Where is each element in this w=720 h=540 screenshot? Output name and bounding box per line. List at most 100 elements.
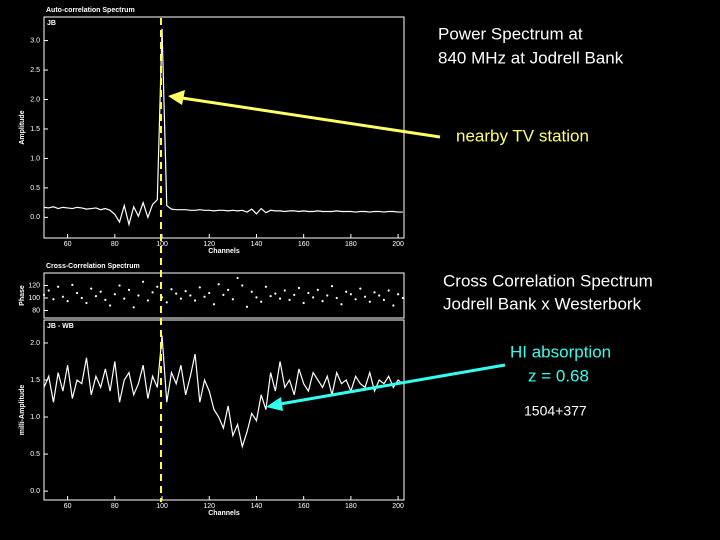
x-tick-label: 60 <box>64 241 72 248</box>
data-point <box>208 291 211 295</box>
data-point <box>330 285 334 288</box>
data-point <box>293 293 296 296</box>
data-point <box>142 280 145 283</box>
data-point <box>288 298 291 301</box>
y-tick-label: 3.0 <box>30 37 40 44</box>
data-point <box>269 295 272 298</box>
y-tick-label: 1.0 <box>30 414 40 421</box>
data-point <box>255 296 258 299</box>
data-point <box>354 298 357 301</box>
data-point <box>236 276 239 280</box>
data-point <box>345 290 348 293</box>
data-point <box>217 283 220 286</box>
arrow-head <box>266 397 283 411</box>
data-point <box>198 286 201 289</box>
data-point <box>396 293 400 296</box>
panel-label: JB <box>47 20 56 27</box>
data-point <box>71 283 74 286</box>
data-point <box>113 293 116 296</box>
y-tick-label: 80 <box>32 307 40 314</box>
data-point <box>401 296 404 300</box>
arrow <box>279 363 506 406</box>
y-tick-label: 2.0 <box>30 340 40 347</box>
x-tick-label: 160 <box>298 503 310 510</box>
data-point <box>85 301 88 305</box>
data-point <box>75 291 79 295</box>
data-point <box>184 290 187 293</box>
x-tick-label: 120 <box>203 503 215 510</box>
data-point <box>245 305 249 308</box>
data-point <box>80 296 83 300</box>
chart-title: Auto-correlation Spectrum <box>46 7 135 14</box>
annotation: Power Spectrum at <box>438 24 583 43</box>
data-point <box>42 293 46 296</box>
data-point <box>340 303 343 306</box>
plot-frame <box>43 16 405 239</box>
data-point <box>297 286 301 290</box>
panel-label: JB - WB <box>47 323 74 330</box>
data-point <box>151 291 154 294</box>
x-tick-label: 200 <box>392 241 404 248</box>
data-point <box>90 287 93 290</box>
data-point <box>222 293 225 296</box>
y-tick-label: 2.5 <box>30 67 40 74</box>
y-tick-label: 1.5 <box>30 377 40 384</box>
data-point <box>165 301 168 304</box>
data-point <box>203 295 206 298</box>
x-tick-label: 140 <box>251 241 263 248</box>
data-point <box>227 288 230 291</box>
data-point <box>260 300 263 303</box>
data-point <box>382 298 386 301</box>
data-point <box>387 289 390 292</box>
data-point <box>123 297 126 300</box>
plot-frame <box>43 319 405 501</box>
chart-title: Cross-Correlation Spectrum <box>46 263 140 270</box>
data-point <box>175 292 178 295</box>
data-point <box>264 285 268 288</box>
arrow-head <box>168 90 185 105</box>
x-axis-label: Channels <box>208 248 240 255</box>
data-point <box>316 288 319 291</box>
data-point <box>47 289 50 292</box>
y-axis-label: milli-Amplitude <box>19 385 26 436</box>
annotation: 840 MHz at Jodrell Bank <box>438 48 624 67</box>
data-point <box>302 301 305 305</box>
y-tick-label: 0.0 <box>30 214 40 221</box>
data-line <box>43 335 404 450</box>
data-point <box>61 295 64 298</box>
annotation: nearby TV station <box>456 126 589 145</box>
x-tick-label: 60 <box>64 503 72 510</box>
y-tick-label: 2.0 <box>30 96 40 103</box>
data-point <box>132 306 135 309</box>
y-axis-label: Amplitude <box>19 110 26 144</box>
x-tick-label: 80 <box>111 503 119 510</box>
data-point <box>193 299 197 302</box>
y-tick-label: 0.5 <box>30 451 40 458</box>
data-point <box>363 295 367 298</box>
data-point <box>312 296 315 299</box>
data-point <box>349 293 352 296</box>
data-point <box>368 300 371 303</box>
x-tick-label: 200 <box>392 503 404 510</box>
data-point <box>326 294 329 297</box>
y-tick-label: 0.5 <box>30 185 40 192</box>
y-tick-label: 1.0 <box>30 155 40 162</box>
data-point <box>127 288 131 291</box>
data-point <box>392 304 395 307</box>
y-axis-label: Phase <box>19 285 26 306</box>
data-point <box>108 304 112 307</box>
x-tick-label: 120 <box>203 241 215 248</box>
data-point <box>189 294 192 297</box>
data-point <box>241 284 244 287</box>
data-point <box>104 298 107 301</box>
data-point <box>146 299 149 302</box>
arrow <box>181 96 441 139</box>
data-point <box>94 295 98 298</box>
data-point <box>335 296 338 300</box>
data-point <box>137 294 140 297</box>
x-tick-label: 180 <box>345 503 357 510</box>
data-point <box>99 290 102 293</box>
x-tick-label: 100 <box>156 503 168 510</box>
data-point <box>274 292 277 295</box>
